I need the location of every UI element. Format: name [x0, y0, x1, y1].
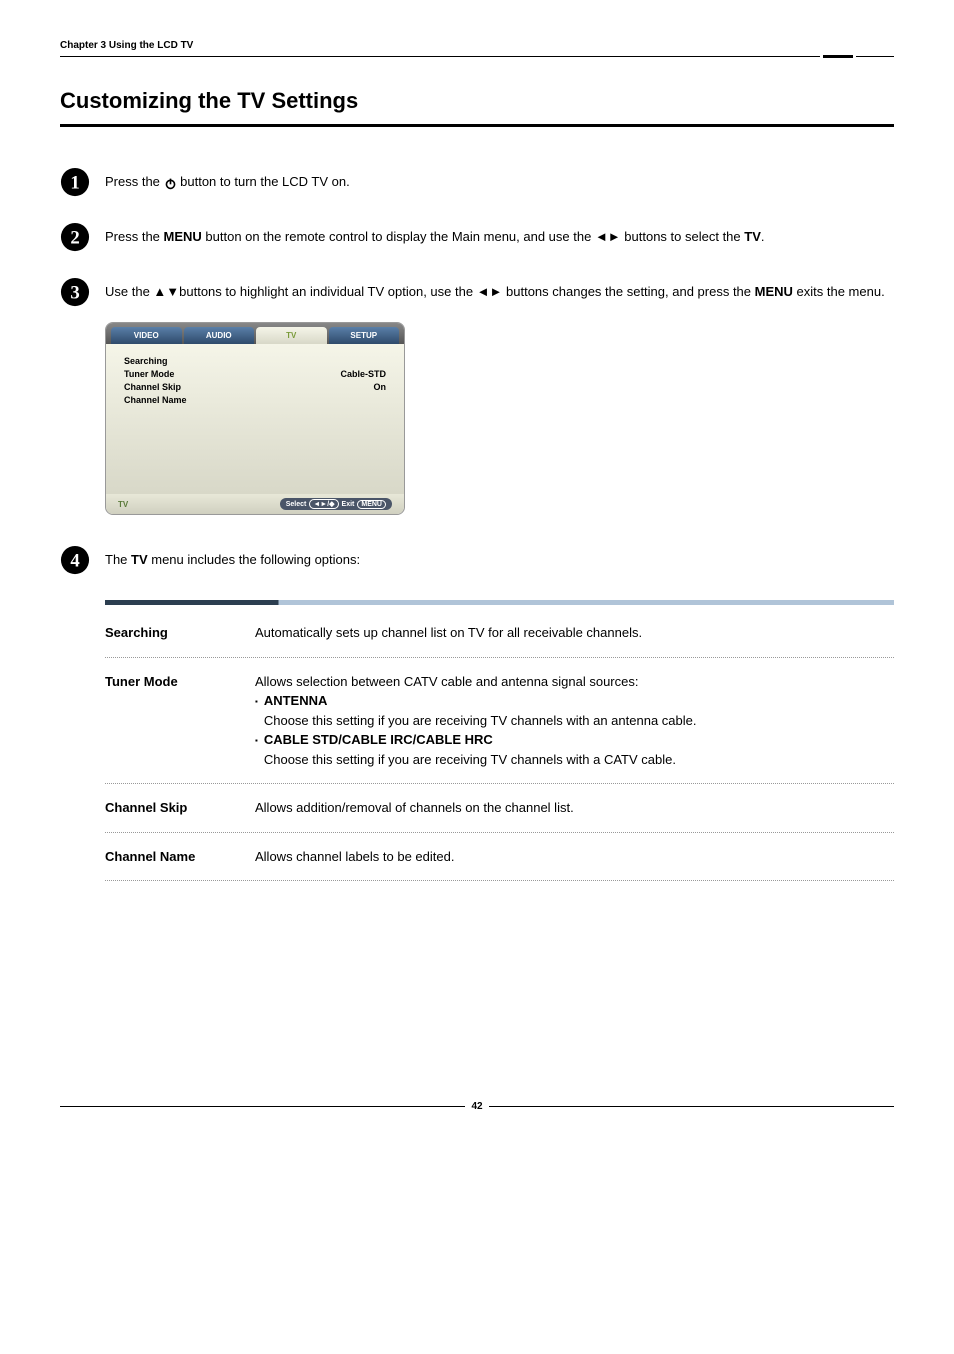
label-searching: Searching — [105, 623, 255, 643]
step-2: 2 Press the MENU button on the remote co… — [60, 222, 894, 252]
menu-tabs: VIDEO AUDIO TV SETUP — [106, 323, 404, 344]
svg-text:4: 4 — [70, 551, 80, 572]
step-3-text: Use the ▲▼buttons to highlight an indivi… — [105, 277, 894, 302]
chapter-header: Chapter 3 Using the LCD TV — [60, 40, 894, 51]
desc-searching: Automatically sets up channel list on TV… — [255, 623, 894, 643]
step-1: 1 Press the button to turn the LCD TV on… — [60, 167, 894, 197]
step-number-1-icon: 1 — [60, 167, 90, 197]
title-underline — [60, 124, 894, 127]
row-name: Channel Name Allows channel labels to be… — [105, 847, 894, 882]
svg-text:3: 3 — [70, 283, 79, 304]
step-3: 3 Use the ▲▼buttons to highlight an indi… — [60, 277, 894, 307]
menu-item-tuner: Tuner ModeCable-STD — [124, 369, 386, 379]
table-top-rule — [105, 600, 894, 605]
step-2-text: Press the MENU button on the remote cont… — [105, 222, 894, 247]
row-tuner: Tuner Mode Allows selection between CATV… — [105, 672, 894, 785]
step-number-2-icon: 2 — [60, 222, 90, 252]
step-number-4-icon: 4 — [60, 545, 90, 575]
page-number: 42 — [465, 1101, 488, 1112]
menu-footer: TV Select ◄►/◆ Exit MENU — [106, 494, 404, 514]
tab-audio: AUDIO — [184, 327, 255, 344]
menu-item-searching: Searching — [124, 356, 386, 366]
row-skip: Channel Skip Allows addition/removal of … — [105, 798, 894, 833]
menu-item-skip: Channel SkipOn — [124, 382, 386, 392]
desc-skip: Allows addition/removal of channels on t… — [255, 798, 894, 818]
label-name: Channel Name — [105, 847, 255, 867]
row-searching: Searching Automatically sets up channel … — [105, 623, 894, 658]
step-4: 4 The TV menu includes the following opt… — [60, 545, 894, 575]
label-skip: Channel Skip — [105, 798, 255, 818]
step-number-3-icon: 3 — [60, 277, 90, 307]
label-tuner: Tuner Mode — [105, 672, 255, 770]
menu-footer-hint: Select ◄►/◆ Exit MENU — [280, 498, 392, 510]
power-icon — [164, 176, 177, 189]
step-1-text: Press the button to turn the LCD TV on. — [105, 167, 894, 192]
svg-text:1: 1 — [70, 173, 79, 194]
tv-menu-screenshot: VIDEO AUDIO TV SETUP Searching Tuner Mod… — [105, 322, 405, 515]
page-title: Customizing the TV Settings — [60, 88, 894, 114]
options-table: Searching Automatically sets up channel … — [105, 600, 894, 881]
desc-name: Allows channel labels to be edited. — [255, 847, 894, 867]
header-rule — [60, 55, 894, 58]
desc-tuner: Allows selection between CATV cable and … — [255, 672, 894, 770]
menu-body: Searching Tuner ModeCable-STD Channel Sk… — [106, 344, 404, 494]
tab-setup: SETUP — [329, 327, 400, 344]
menu-item-name: Channel Name — [124, 395, 386, 405]
tab-video: VIDEO — [111, 327, 182, 344]
svg-text:2: 2 — [70, 228, 79, 249]
menu-footer-label: TV — [118, 500, 128, 509]
tab-tv: TV — [256, 327, 327, 344]
step-4-text: The TV menu includes the following optio… — [105, 545, 894, 570]
page-footer: 42 — [60, 1101, 894, 1112]
